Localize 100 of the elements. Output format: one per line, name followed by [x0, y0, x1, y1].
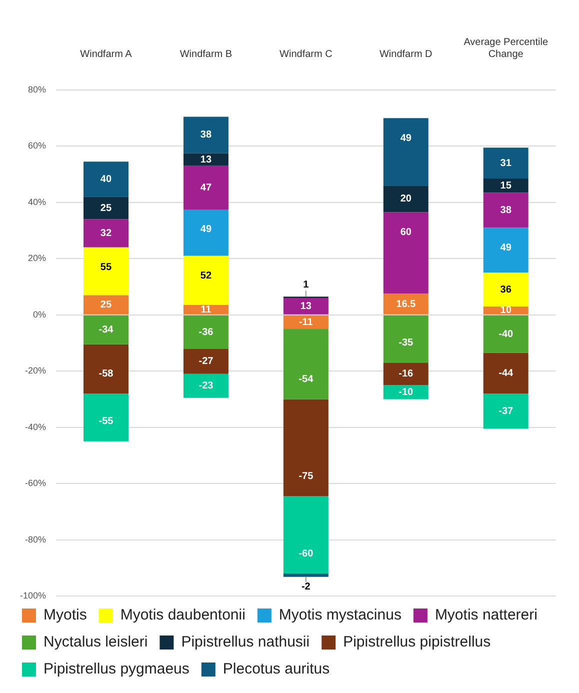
annotation: -36: [198, 326, 214, 338]
annotation: -16: [398, 368, 414, 380]
annotation: -10: [398, 386, 414, 398]
bar: [183, 116, 228, 154]
y-tick-label: 20%: [28, 253, 46, 264]
bar: [283, 328, 328, 400]
legend-label: Nyctalus leisleri: [44, 634, 148, 651]
annotation: 11: [200, 304, 212, 316]
y-tick-label: -80%: [25, 534, 46, 544]
annotation: -40: [498, 328, 514, 340]
y-tick-label: 0%: [33, 309, 46, 320]
annotation: 52: [200, 270, 212, 282]
bar: [383, 385, 428, 400]
x-tick-label: Windfarm D: [379, 48, 432, 60]
annotation: -11: [298, 316, 314, 328]
bar: [483, 192, 528, 228]
bar: [84, 295, 128, 314]
bar: [84, 196, 128, 220]
y-tick-label: 40%: [28, 196, 46, 207]
bar: [183, 374, 228, 398]
bar: [183, 209, 228, 256]
annotation: 49: [200, 224, 212, 236]
bar: [383, 315, 428, 363]
annotation: -44: [498, 368, 514, 379]
bar: [183, 166, 228, 210]
annotation: -60: [298, 548, 314, 560]
annotation: 10: [500, 305, 512, 316]
annotation: -23: [198, 380, 214, 392]
annotation: 55: [100, 262, 112, 274]
annotation: -34: [98, 324, 114, 336]
legend-label: Myotis mystacinus: [278, 606, 402, 624]
bar: [483, 228, 528, 273]
annotation: 32: [100, 228, 112, 240]
legend-label: Pipistrellus nathusii: [181, 634, 310, 651]
bar: [483, 178, 528, 193]
annotation: 25: [100, 202, 112, 214]
bar: [383, 362, 428, 386]
bar: [283, 574, 328, 577]
annotation: -54: [298, 374, 314, 385]
bar: [183, 305, 228, 314]
bar: [84, 247, 128, 296]
bar: [84, 162, 128, 197]
bar: [183, 348, 228, 374]
annotation: 60: [400, 227, 412, 238]
annotation: 1: [303, 279, 310, 290]
bar: [383, 294, 428, 314]
bar: [483, 315, 528, 353]
x-tick-label: Windfarm B: [180, 48, 232, 60]
bar: [183, 153, 228, 166]
annotation: 47: [200, 182, 212, 194]
annotation: -55: [98, 416, 114, 428]
bar: [383, 118, 428, 186]
x-tick-label: Windfarm A: [80, 48, 132, 60]
legend-label: Myotis nattereri: [434, 606, 538, 624]
bar: [283, 315, 328, 329]
annotation: 16.5: [396, 298, 416, 310]
annotation: 38: [200, 130, 212, 141]
annotation: 49: [400, 132, 412, 144]
annotation: -75: [298, 470, 314, 482]
y-tick-label: -100%: [20, 590, 46, 600]
annotation: -37: [498, 406, 514, 417]
annotation: 31: [500, 158, 512, 169]
bar: [383, 212, 428, 294]
annotation: 20: [400, 194, 412, 205]
annotation: 13: [200, 154, 212, 166]
legend-label: Myotis daubentonii: [120, 606, 246, 624]
y-tick-label: -20%: [25, 366, 46, 376]
bar: [84, 394, 128, 442]
bar: [84, 219, 128, 248]
annotation: 13: [300, 300, 312, 312]
annotation: 15: [500, 180, 512, 192]
y-tick-label: 60%: [28, 140, 46, 151]
annotation: -2: [301, 582, 311, 593]
bar: [483, 394, 528, 429]
bar: [283, 496, 328, 574]
bar: [483, 272, 528, 306]
legend-label: Plecotus auritus: [222, 660, 330, 678]
bar: [483, 148, 528, 179]
annotation: 25: [100, 300, 112, 311]
bar: [283, 298, 328, 314]
bar: [483, 352, 528, 394]
x-tick-label: Windfarm C: [280, 48, 332, 60]
bar: [183, 315, 228, 349]
annotation: 49: [500, 242, 512, 254]
y-tick-label: 80%: [28, 84, 46, 94]
bar: [383, 186, 428, 212]
legend-label: Pipistrellus pipistrellus: [343, 634, 491, 651]
annotation: -35: [398, 337, 414, 348]
y-tick-label: -60%: [25, 478, 46, 488]
annotation: -27: [198, 356, 214, 368]
annotation: -58: [98, 368, 114, 380]
x-tick-label: Average Percentile Change: [464, 36, 548, 60]
bar: [183, 256, 228, 306]
y-tick-label: -40%: [25, 422, 46, 432]
legend-label: Myotis: [44, 606, 87, 624]
bar: [84, 315, 128, 344]
legend-label: Pipistrellus pygmaeus: [44, 660, 190, 678]
annotation: 38: [500, 204, 512, 216]
bar: [84, 344, 128, 394]
annotation: 40: [100, 174, 112, 186]
